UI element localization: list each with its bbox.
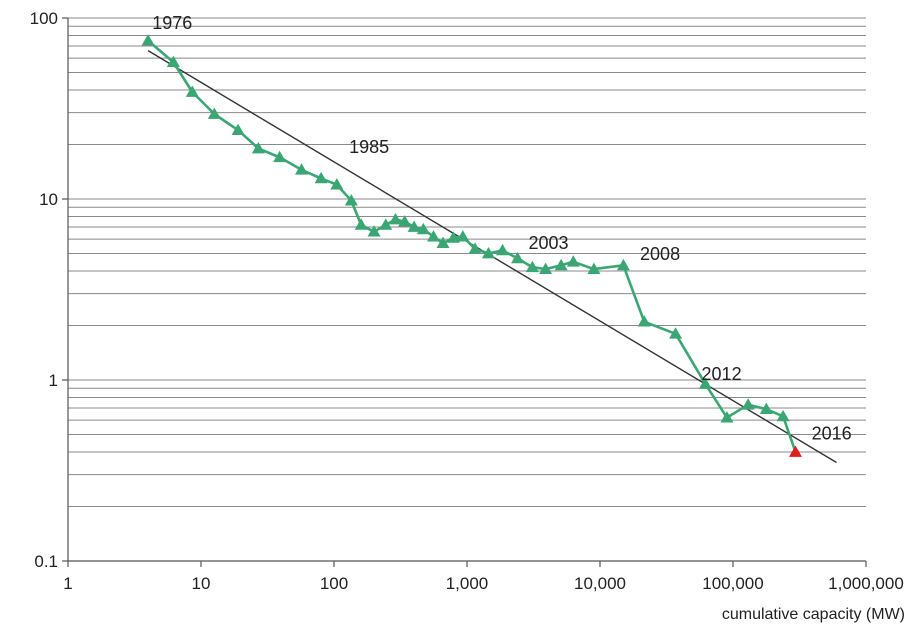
year-annotations: 1976 1985 2003 2008 2012 2016 [152, 13, 851, 443]
data-point [669, 327, 683, 339]
x-axis-label: cumulative capacity (MW) [722, 606, 905, 623]
x-tick-label: 10 [192, 574, 211, 593]
data-point [314, 171, 328, 184]
data-point [207, 107, 221, 119]
gridlines [68, 17, 866, 562]
data-point [587, 262, 601, 274]
annotation-label: 2016 [812, 423, 852, 443]
y-tick-label: 0.1 [34, 552, 58, 571]
data-point [295, 163, 309, 175]
axes [62, 17, 867, 567]
data-point [344, 194, 358, 206]
data-point [379, 218, 393, 230]
data-point [427, 230, 441, 242]
data-point [141, 34, 155, 46]
data-point [511, 251, 525, 264]
data-point [776, 409, 790, 422]
y-tick-label: 10 [39, 190, 58, 209]
x-tick-label: 1,000 [446, 574, 489, 593]
data-point [407, 220, 421, 232]
annotation-label: 2012 [702, 364, 742, 384]
data-point [185, 85, 199, 97]
data-point [251, 142, 265, 154]
data-point [720, 411, 734, 423]
y-tick-label: 1 [49, 371, 58, 390]
data-point [741, 398, 755, 410]
x-tick-label: 10,000 [574, 574, 626, 593]
data-point [436, 236, 450, 249]
data-point [388, 213, 402, 225]
data-point [637, 315, 651, 327]
data-point [416, 222, 430, 235]
data-series [141, 34, 802, 457]
data-point [481, 246, 495, 259]
series-line [147, 39, 797, 453]
data-point [788, 445, 802, 457]
data-point [554, 258, 568, 271]
x-tick-label: 1,000,000 [828, 574, 904, 593]
data-point [446, 231, 460, 243]
tick-labels: 0.1 1 10 100 1 10 100 1,000 10,000 100,000 1,000,0… [30, 9, 904, 593]
data-point [456, 230, 470, 242]
data-point [566, 255, 580, 267]
annotation-label: 2008 [640, 244, 680, 264]
data-point [698, 377, 712, 389]
data-point [616, 258, 630, 271]
data-point [468, 242, 482, 254]
data-point [525, 260, 539, 273]
data-point [398, 215, 412, 227]
data-point [354, 218, 368, 230]
data-point [166, 55, 180, 68]
annotation-label: 1985 [349, 137, 389, 157]
annotation-label: 2003 [528, 233, 568, 253]
x-tick-label: 100,000 [702, 574, 763, 593]
data-point [759, 402, 773, 415]
x-tick-label: 1 [63, 574, 72, 593]
data-point [367, 225, 381, 237]
y-tick-label: 100 [30, 9, 58, 28]
data-point [496, 243, 510, 256]
data-point [231, 123, 245, 136]
data-point [330, 178, 344, 190]
data-point [539, 262, 553, 274]
x-tick-label: 100 [320, 574, 348, 593]
data-point [273, 150, 287, 163]
annotation-label: 1976 [152, 13, 192, 33]
